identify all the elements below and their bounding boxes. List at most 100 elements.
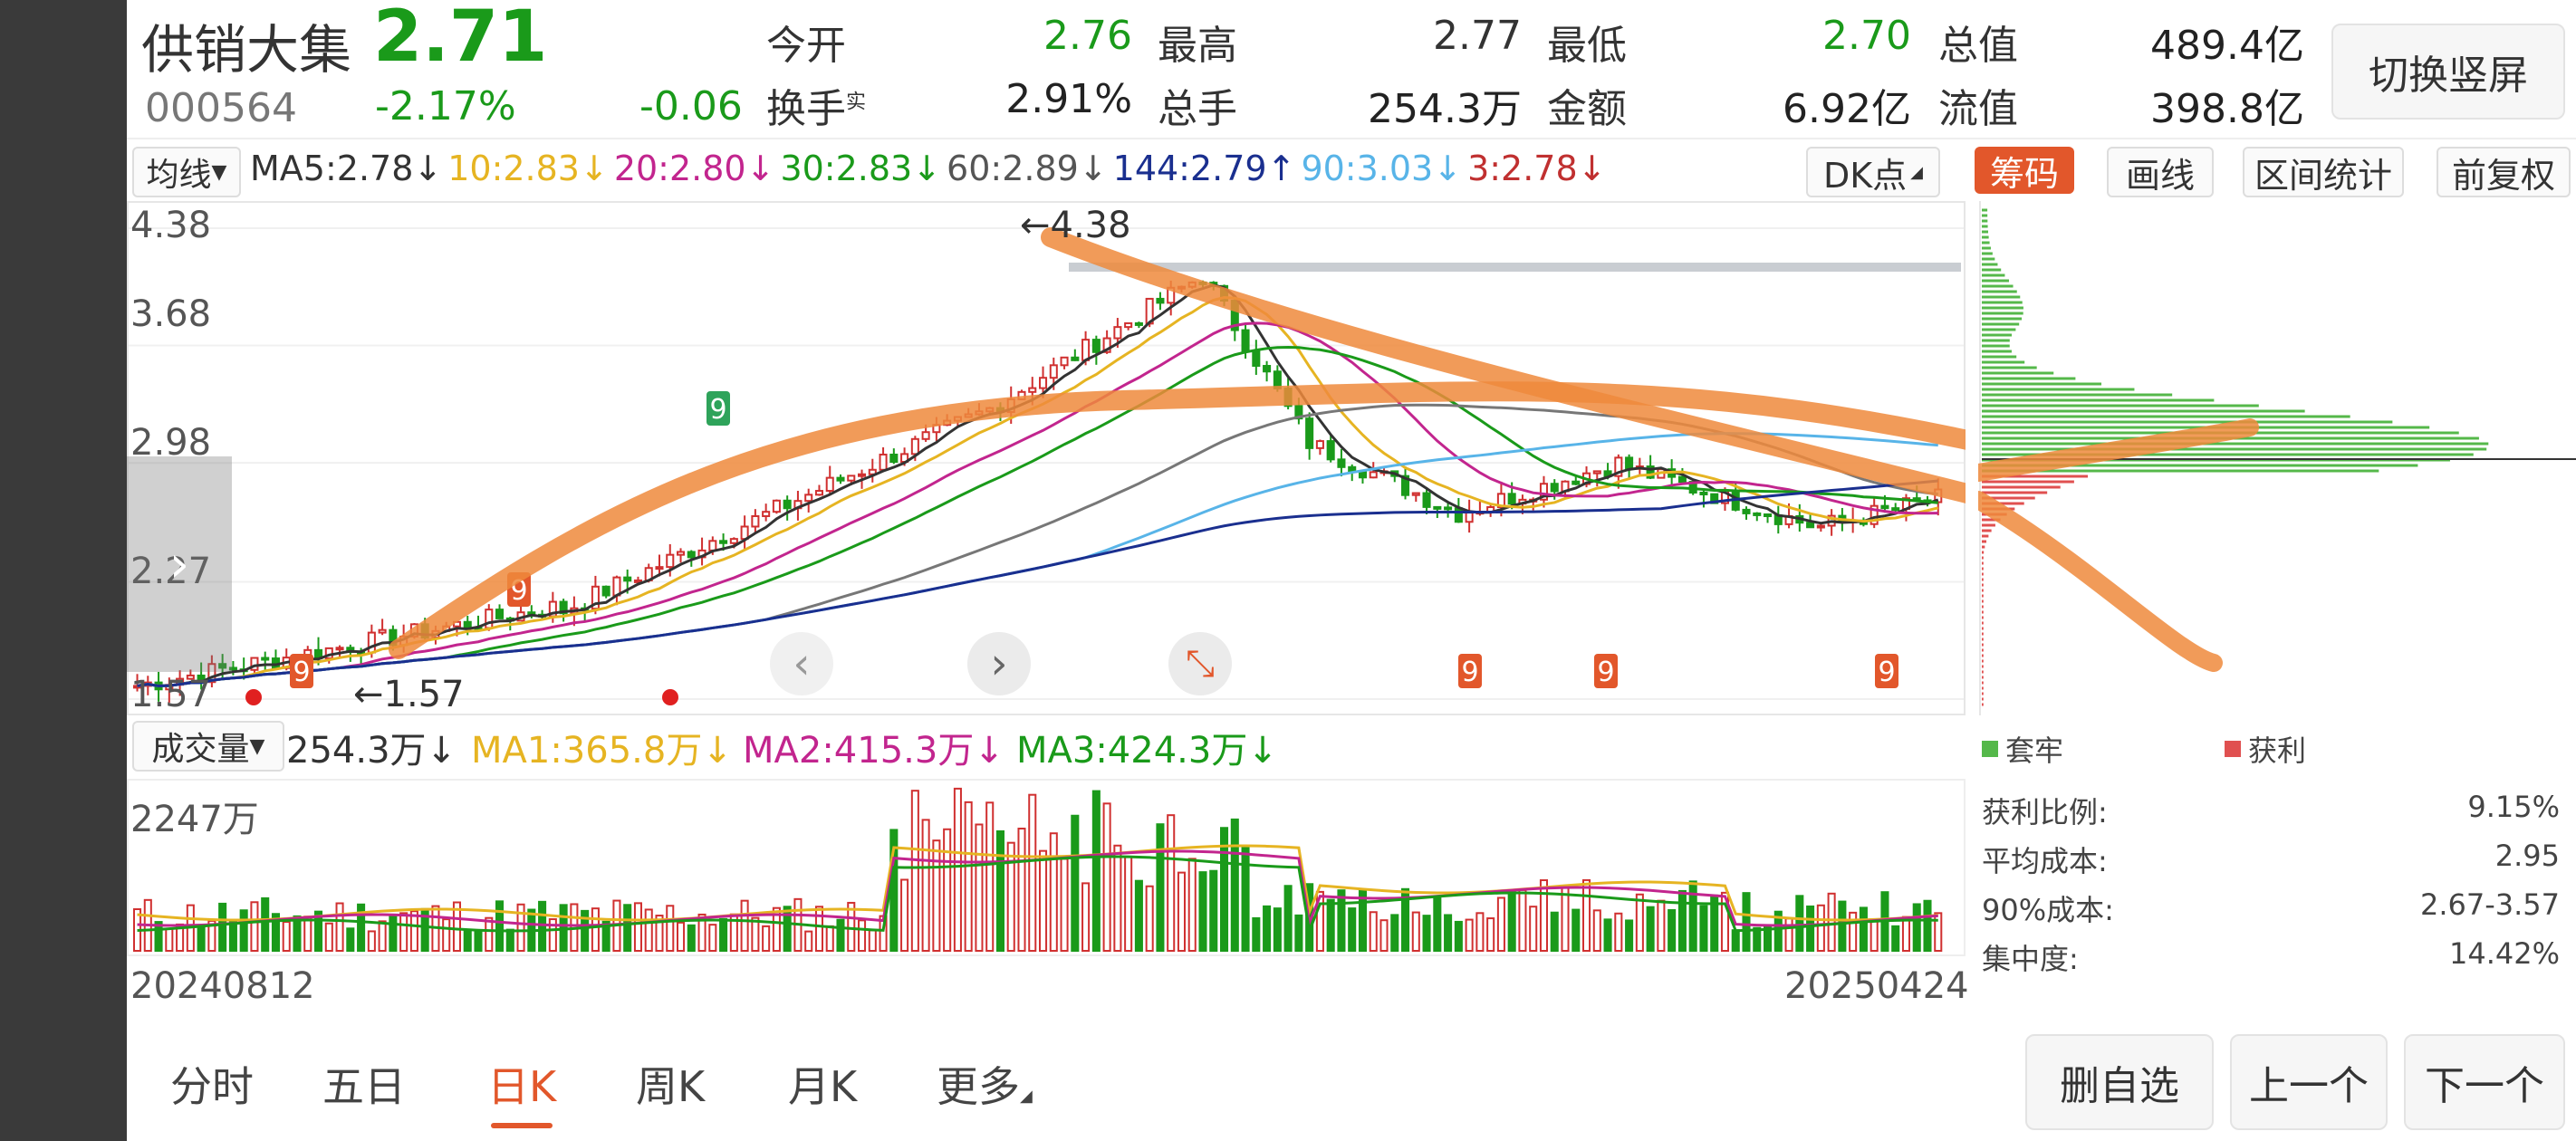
volume-bar [1049,832,1058,952]
volume-bar [1795,895,1804,952]
volume-bar [1806,905,1815,953]
candle-body [1294,405,1303,420]
forward-adjust-button[interactable]: 前复权 [2437,147,2571,197]
ma-line-10 [137,295,1939,687]
volume-bar [666,905,675,952]
volume-bar [1635,893,1644,952]
td-nine-count: 9 [290,654,313,688]
volume-bar [751,916,760,952]
volume-bar [804,930,813,953]
candle-body [858,473,867,477]
candle-body [1880,504,1889,510]
volume-bar [389,916,398,953]
stat-key: 集中度: [1982,942,2079,976]
tab-monthly-k[interactable]: 月K [788,1062,858,1111]
mcap-label: 总值 [1938,23,2018,69]
mcap-value: 489.4亿 [2150,23,2304,69]
candle-body [1060,356,1069,367]
remove-watchlist-button[interactable]: 删自选 [2025,1034,2214,1130]
ma-value-5: 144:2.79↑ [1112,149,1296,188]
tab-daily-k[interactable]: 日K [487,1062,557,1111]
candle-body [633,579,642,583]
header-divider [127,138,2576,139]
candle-body [623,576,632,582]
volume-bar [1017,827,1026,952]
candle-body [804,494,813,503]
volume-bar [1369,911,1378,953]
volume-type-label: 成交量 [151,731,250,768]
scroll-right-button[interactable]: › [967,632,1031,695]
candle-body [1806,522,1815,529]
candle-body [1444,506,1453,511]
signal-dot [245,689,262,705]
ma-line-20 [137,321,1938,687]
next-button[interactable]: 下一个 [2404,1034,2565,1130]
candle-body [1677,475,1687,484]
volume-bar [1486,917,1495,952]
chips-button[interactable]: 筹码 [1975,147,2074,194]
draw-line-button[interactable]: 画线 [2107,147,2214,197]
candle-body [1028,387,1037,393]
stock-price: 2.71 [373,0,548,78]
volume-bar [1688,880,1697,952]
candle-body [485,609,494,629]
candle-body [250,657,259,671]
volume-bar [1113,844,1122,952]
scroll-left-button[interactable]: ‹ [770,632,833,695]
volume-bar [1198,871,1207,952]
candle-body [1337,458,1346,468]
volume-bar [847,901,856,953]
collapse-button[interactable]: ⤡ [1168,632,1232,695]
volume-bar [1507,890,1516,952]
volume-bar [1657,899,1666,952]
tab-intraday[interactable]: 分时 [170,1062,254,1111]
volume-bar [154,921,163,952]
resistance-band [1069,263,1961,272]
volume-bar [1454,920,1463,953]
volume-bar [1273,907,1282,953]
dk-point-label: DK点 [1822,155,1908,196]
tab-weekly-k[interactable]: 周K [636,1062,706,1111]
ma-type-label: 均线 [146,157,212,194]
volume-bar [165,927,174,952]
candle-body [1507,493,1516,505]
end-date: 20250424 [1784,965,1969,1007]
volume-bar [1230,818,1239,952]
volume-bar [581,909,590,952]
candle-body [228,666,237,671]
chip-distribution-chart [1978,201,2576,715]
ma-type-dropdown[interactable]: 均线 ▼ [132,147,241,197]
candle-body [601,585,610,597]
volume-bar [1816,904,1825,952]
volume-bar [1411,911,1420,952]
candle-body [1870,504,1879,525]
candle-body [1039,377,1048,389]
annotation-arc-extension [1978,418,2259,482]
volume-type-dropdown[interactable]: 成交量 ▼ [132,721,284,772]
candle-body [495,609,505,619]
expand-left-handle[interactable]: › [127,456,232,672]
candle-body [378,628,387,634]
annotation-downtrend-extension [1978,491,2223,672]
ma-value-0: MA5:2.78↓ [250,149,443,188]
low-value: 2.70 [1822,13,1911,59]
dk-point-button[interactable]: DK点 ◢ [1806,147,1940,197]
volume-bar [1091,790,1101,952]
volume-bar [1134,879,1143,952]
td-badge-label: 9 [293,657,310,688]
volume-chart[interactable] [127,779,1966,956]
previous-button[interactable]: 上一个 [2230,1034,2388,1130]
candle-body [1326,440,1335,461]
range-stats-button[interactable]: 区间统计 [2243,147,2404,197]
switch-portrait-button[interactable]: 切换竖屏 [2331,24,2565,120]
volume-bar [485,916,494,953]
stat-key: 90%成本: [1982,893,2114,927]
volume-bar [1379,919,1389,953]
tab-more[interactable]: 更多◢ [937,1054,1033,1114]
tab-five-day[interactable]: 五日 [322,1062,406,1111]
volume-bar [1433,896,1442,952]
candle-body [708,540,717,551]
volume-bar [836,918,845,953]
volume-bar [953,787,962,952]
